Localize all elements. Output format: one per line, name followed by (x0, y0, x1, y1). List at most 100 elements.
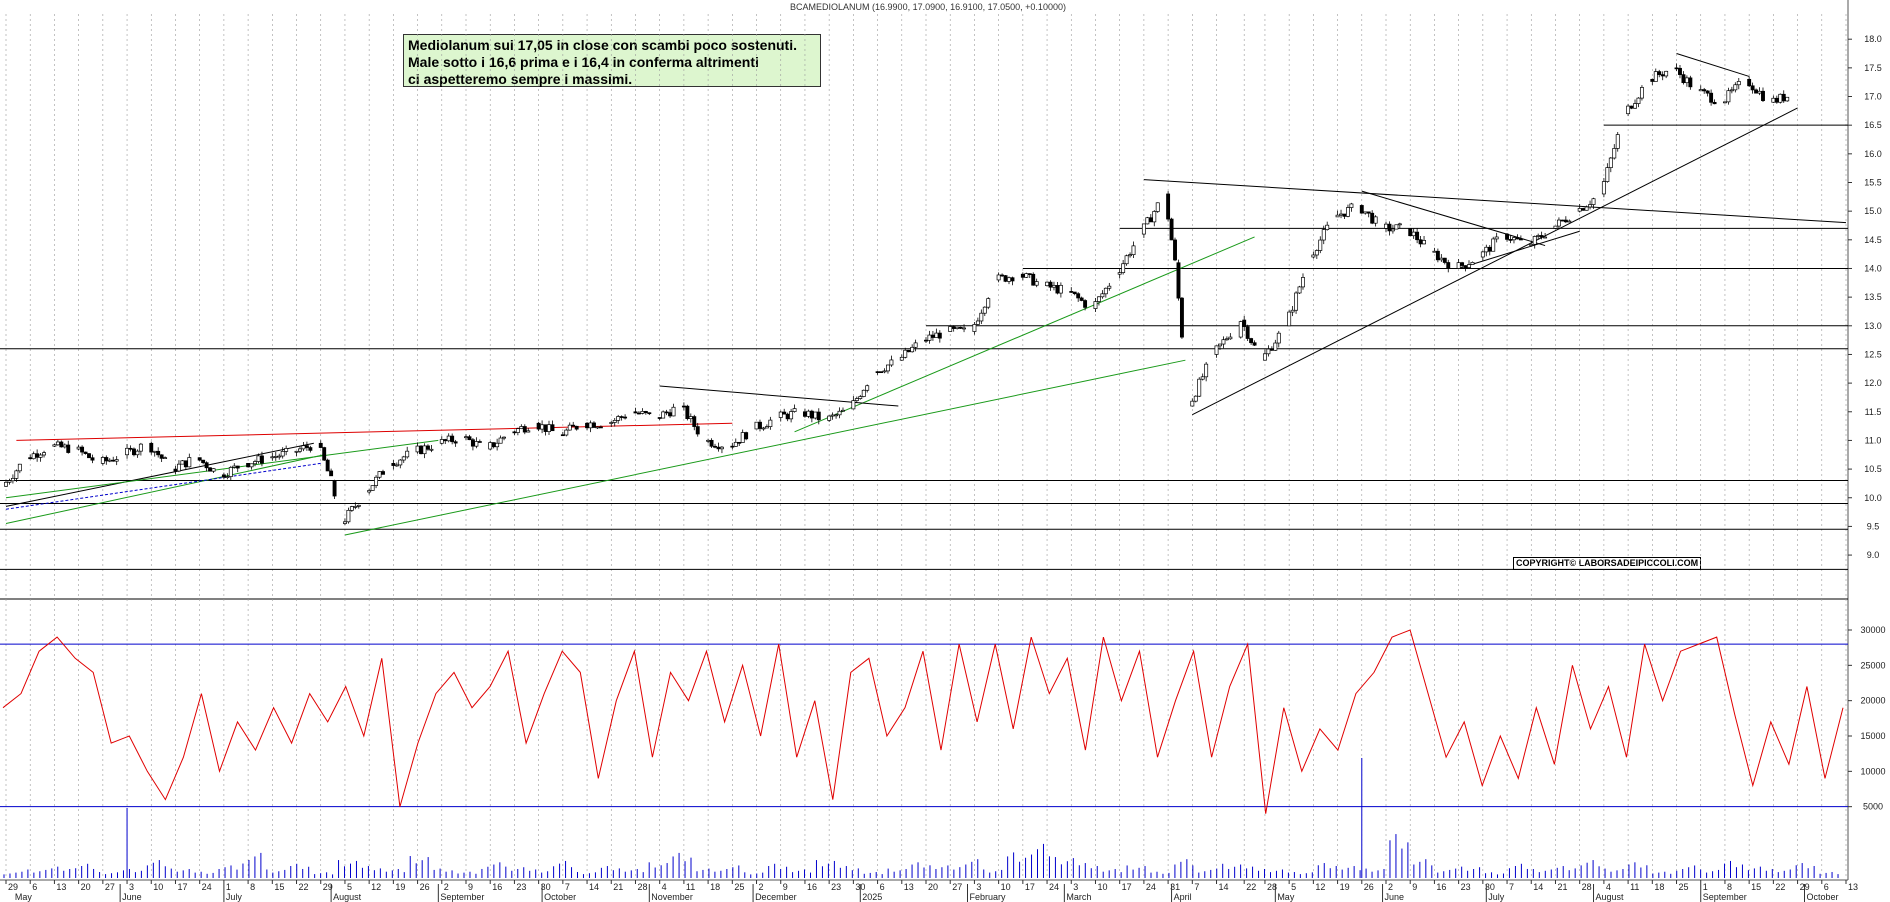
candle-body (492, 443, 495, 447)
candle-body (1751, 86, 1754, 90)
candle-body (1505, 234, 1508, 239)
candle-body (1298, 287, 1301, 293)
x-day-tick-label: 8 (1727, 882, 1732, 892)
candle-body (368, 490, 371, 492)
candle-body (540, 425, 543, 429)
candle-body (1371, 213, 1374, 223)
x-day-tick-label: 3 (1073, 882, 1078, 892)
candle-body (1682, 75, 1685, 83)
candle-body (208, 468, 211, 471)
trend-line (1192, 108, 1797, 415)
oscillator-tick-label: 20000 (1860, 696, 1885, 706)
x-day-tick-label: 6 (32, 882, 37, 892)
candle-body (1270, 349, 1273, 350)
x-day-tick-label: 12 (1315, 882, 1325, 892)
candle-body (793, 409, 796, 412)
candle-body (1568, 221, 1571, 222)
x-day-tick-label: 16 (1436, 882, 1446, 892)
candle-body (163, 458, 166, 459)
candle-body (1153, 211, 1156, 221)
price-tick-label: 15.5 (1864, 177, 1882, 187)
trend-line (1144, 180, 1846, 223)
candle-body (402, 457, 405, 460)
candle-body (399, 460, 402, 465)
candle-body (302, 446, 305, 449)
candle-body (707, 440, 710, 441)
x-month-label: April (1174, 892, 1192, 902)
x-day-tick-label: 15 (1751, 882, 1761, 892)
trend-line (1459, 231, 1580, 268)
candle-body (499, 438, 502, 443)
candle-body (623, 417, 626, 418)
candle-body (1156, 203, 1159, 212)
candle-body (1350, 204, 1353, 208)
candle-body (392, 463, 395, 465)
price-tick-label: 9.0 (1867, 550, 1880, 560)
candle-body (1754, 90, 1757, 93)
candle-body (1613, 148, 1616, 158)
candle-body (347, 510, 350, 521)
candle-body (63, 445, 66, 447)
candle-body (938, 333, 941, 338)
candle-body (1032, 274, 1035, 285)
x-month-label: October (1806, 892, 1838, 902)
candle-body (952, 327, 955, 329)
candle-body (1118, 273, 1121, 275)
oscillator-tick-label: 10000 (1860, 766, 1885, 776)
candle-body (1132, 246, 1135, 255)
candle-body (1315, 251, 1318, 255)
candle-body (1661, 75, 1664, 76)
x-day-tick-label: 22 (1246, 882, 1256, 892)
candle-body (1274, 343, 1277, 350)
candle-body (516, 429, 519, 433)
x-day-tick-label: 19 (395, 882, 405, 892)
candle-body (371, 486, 374, 491)
candle-body (1602, 182, 1605, 194)
candle-body (350, 507, 353, 511)
candle-body (537, 423, 540, 429)
candle-body (1045, 282, 1048, 286)
price-tick-label: 12.5 (1864, 349, 1882, 359)
candle-body (1059, 285, 1062, 293)
candle-body (1440, 258, 1443, 260)
x-day-tick-label: 20 (81, 882, 91, 892)
candle-body (1301, 277, 1304, 286)
candle-body (274, 456, 277, 457)
candle-body (717, 447, 720, 449)
candle-body (1021, 274, 1024, 277)
candle-body (855, 399, 858, 401)
candle-body (1734, 85, 1737, 90)
candle-body (1585, 207, 1588, 210)
candle-body (956, 327, 959, 328)
x-day-tick-label: 17 (1122, 882, 1132, 892)
candle-body (471, 440, 474, 446)
candle-body (596, 427, 599, 428)
x-day-tick-label: 24 (1146, 882, 1156, 892)
candle-body (914, 343, 917, 347)
candle-body (547, 425, 550, 432)
candle-body (935, 333, 938, 337)
candle-body (911, 347, 914, 351)
candle-body (174, 469, 177, 471)
candle-body (1706, 91, 1709, 93)
candle-body (1083, 301, 1086, 308)
candle-body (592, 423, 595, 428)
x-day-tick-label: 1 (1703, 882, 1708, 892)
candle-body (1578, 208, 1581, 211)
x-day-tick-label: 26 (1364, 882, 1374, 892)
candle-body (36, 454, 39, 458)
candle-body (1633, 104, 1636, 109)
candle-body (1319, 240, 1322, 250)
candle-body (886, 365, 889, 371)
x-day-tick-label: 10 (153, 882, 163, 892)
candle-body (1000, 275, 1003, 276)
candle-body (1326, 225, 1329, 229)
candle-body (790, 412, 793, 419)
candle-body (1699, 90, 1702, 91)
candle-body (184, 461, 187, 467)
candle-body (976, 321, 979, 324)
candle-body (1395, 225, 1398, 229)
candle-body (281, 451, 284, 456)
candle-body (544, 425, 547, 432)
candle-body (1191, 401, 1194, 406)
